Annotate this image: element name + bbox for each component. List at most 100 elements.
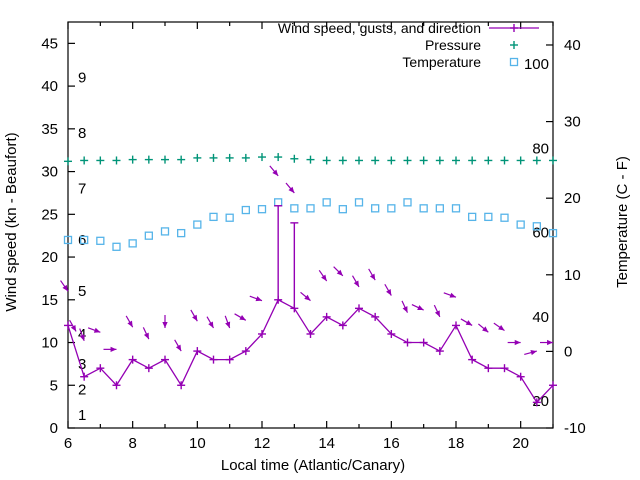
temperature-point: [63, 235, 73, 245]
y-right-axis-title: Temperature (C - F): [614, 156, 631, 288]
x-tick-label: 14: [318, 435, 335, 452]
beaufort-label: 2: [78, 382, 86, 399]
temperature-point: [306, 204, 315, 213]
temperature-point: [371, 204, 380, 213]
pressure-point: [387, 156, 396, 165]
legend-marker-pressure: [510, 41, 518, 49]
plot-frame: [67, 21, 554, 429]
x-tick-label: 18: [448, 435, 465, 452]
wind-speed-point: [177, 381, 186, 390]
wind-speed-point: [144, 364, 153, 373]
legend-marker-wind: [489, 24, 539, 32]
series-wind-speed: [64, 295, 557, 407]
temperature-point: [387, 204, 396, 213]
wind-speed-point: [241, 347, 250, 356]
beaufort-label: 8: [78, 125, 86, 142]
x-tick-label: 8: [128, 435, 136, 452]
pressure-point: [241, 153, 250, 162]
beaufort-label: 6: [78, 232, 86, 249]
pressure-point: [403, 156, 412, 165]
wind-direction-arrow: [477, 323, 489, 333]
wind-direction-arrow: [524, 350, 537, 356]
y-left-tick-label: 10: [41, 335, 58, 352]
temperature-point: [160, 227, 170, 236]
pressure-point: [419, 156, 428, 165]
x-tick-label: 12: [254, 435, 271, 452]
wind-speed-point: [355, 304, 363, 313]
legend-marker-temperature: [509, 57, 519, 67]
temperature-point: [257, 205, 267, 214]
wind-speed-point: [209, 355, 218, 364]
temperature-point: [209, 212, 218, 222]
wind-speed-point: [419, 338, 428, 347]
pressure-point: [161, 155, 169, 164]
pressure-point: [435, 156, 444, 165]
wind-speed-point: [290, 304, 299, 313]
plot-border: [67, 21, 554, 429]
temperature-point: [354, 198, 364, 207]
wind-speed-line: [67, 298, 554, 404]
series-pressure: [64, 153, 557, 166]
pressure-point: [290, 154, 299, 163]
wind-direction-arrow: [190, 309, 198, 322]
y-left-tick-label: 25: [41, 206, 58, 223]
x-tick-label: 10: [189, 435, 206, 452]
legend-label: Pressure: [425, 37, 481, 53]
temperature-point: [80, 235, 89, 245]
wind-speed-point: [452, 321, 460, 330]
pressure-point: [80, 156, 89, 165]
pressure-point: [96, 156, 105, 165]
pressure-point: [193, 153, 202, 162]
wind-direction-arrow: [401, 300, 409, 313]
temperature-point: [274, 198, 283, 207]
beaufort-label: 5: [78, 283, 86, 300]
pressure-point: [209, 153, 218, 162]
wind-direction-arrow: [234, 313, 247, 321]
wind-speed-point: [371, 312, 380, 321]
pressure-point: [371, 156, 380, 165]
y-right-tick-label: 30: [564, 114, 581, 131]
wind-direction-arrow: [411, 304, 424, 311]
temperature-point: [532, 222, 541, 231]
temperature-point: [225, 213, 234, 222]
pressure-point: [144, 155, 153, 164]
legend-plus: [510, 24, 518, 32]
wind-direction-arrow: [460, 318, 473, 326]
pressure-point: [225, 153, 234, 162]
temperature-point: [290, 204, 299, 213]
x-tick-label: 6: [64, 435, 72, 452]
temperature-point: [484, 212, 493, 222]
wind-speed-point: [468, 355, 477, 364]
pressure-point: [64, 157, 72, 166]
wind-speed-point: [80, 372, 89, 381]
wind-direction-arrow: [318, 269, 328, 282]
wind-direction-arrow: [60, 280, 69, 292]
wind-speed-point: [338, 321, 347, 330]
wind-speed-point: [96, 364, 105, 373]
y-left-tick-label: 5: [50, 377, 58, 394]
wind-speed-point: [274, 295, 283, 304]
wind-direction-arrow: [142, 327, 150, 340]
temperature-point: [322, 198, 331, 207]
gust-bar: [290, 222, 299, 309]
y-left-tick-label: 35: [41, 121, 58, 138]
pressure-point: [468, 156, 477, 165]
wind-direction-arrow: [206, 316, 215, 329]
x-axis-ticks: 6 8 10 12 14 16 18 20: [64, 22, 554, 452]
wind-speed-point: [112, 381, 121, 390]
wind-direction-arrow: [351, 275, 360, 288]
y-left-tick-label: 15: [41, 292, 58, 309]
wind-direction-arrow: [224, 315, 231, 329]
wind-direction-arrow: [540, 339, 553, 346]
wind-speed-point: [306, 329, 315, 338]
wind-direction-arrow: [333, 266, 344, 277]
wind-direction-arrow: [384, 283, 392, 296]
wind-direction-arrow: [285, 182, 295, 194]
fahrenheit-label: 40: [532, 309, 549, 326]
fahrenheit-label: 80: [532, 140, 549, 157]
beaufort-label: 3: [78, 356, 86, 373]
y-right-tick-label: 40: [564, 37, 581, 54]
x-tick-label: 20: [512, 435, 529, 452]
